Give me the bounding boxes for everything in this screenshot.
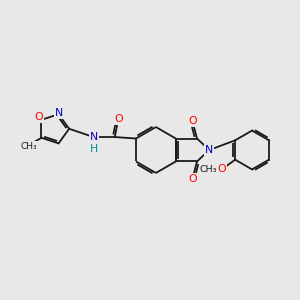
- Text: N: N: [89, 132, 98, 142]
- Text: CH₃: CH₃: [200, 165, 217, 174]
- Text: CH₃: CH₃: [20, 142, 37, 151]
- Text: O: O: [114, 114, 123, 124]
- Text: O: O: [34, 112, 43, 122]
- Text: N: N: [205, 145, 214, 155]
- Text: N: N: [55, 108, 63, 118]
- Text: O: O: [218, 164, 226, 174]
- Text: O: O: [188, 116, 197, 126]
- Text: H: H: [90, 144, 98, 154]
- Text: O: O: [188, 174, 197, 184]
